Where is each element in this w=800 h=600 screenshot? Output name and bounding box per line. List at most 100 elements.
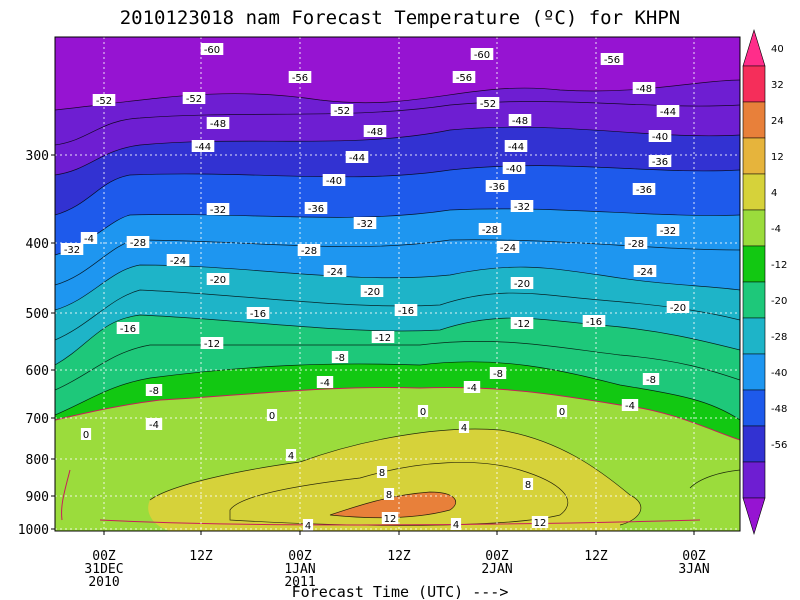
colorbar-tick-label: 4: [771, 188, 777, 199]
svg-text:-16: -16: [120, 324, 136, 335]
svg-text:4: 4: [305, 521, 311, 532]
svg-text:-12: -12: [375, 333, 391, 344]
svg-text:-16: -16: [250, 309, 266, 320]
contour-label: -48: [363, 125, 387, 138]
x-tick-label: 12Z: [189, 549, 213, 564]
contour-label: -32: [510, 200, 534, 213]
x-tick-label: 00Z: [92, 549, 116, 564]
svg-text:-8: -8: [335, 353, 345, 364]
svg-text:-28: -28: [628, 239, 644, 250]
contour-label: 0: [556, 405, 568, 418]
svg-text:12: 12: [534, 518, 547, 529]
x-axis-label: Forecast Time (UTC) --->: [292, 583, 509, 600]
contour-label: 4: [458, 421, 470, 434]
colorbar-swatch: [742, 209, 766, 247]
contour-label: -40: [502, 162, 526, 175]
svg-text:-32: -32: [660, 226, 676, 237]
svg-text:-12: -12: [514, 319, 530, 330]
y-tick-label: 600: [26, 364, 49, 379]
contour-label: -28: [478, 223, 502, 236]
colorbar-swatch: [742, 65, 766, 103]
chart-title: 2010123018 nam Forecast Temperature (ºC)…: [120, 7, 681, 29]
svg-text:-28: -28: [130, 238, 146, 249]
contour-label: -16: [582, 315, 606, 328]
svg-text:-40: -40: [326, 176, 342, 187]
svg-text:-44: -44: [195, 142, 211, 153]
y-axis: 300 400 500 600 700 800 900 1000: [18, 149, 55, 538]
contour-label: -4: [80, 232, 98, 245]
svg-text:-20: -20: [514, 279, 530, 290]
contour-label: -28: [297, 244, 321, 257]
y-tick-label: 700: [26, 412, 49, 427]
svg-text:-60: -60: [204, 45, 220, 56]
contour-label: -36: [485, 180, 509, 193]
colorbar-tick-label: -4: [771, 224, 781, 235]
plot-frame: [54, 36, 741, 532]
x-tick-label: 00Z: [288, 549, 312, 564]
svg-text:4: 4: [453, 520, 459, 531]
contour-label: 4: [302, 519, 314, 532]
contour-label: -44: [345, 151, 369, 164]
contour-label: -20: [206, 273, 230, 286]
svg-text:8: 8: [379, 468, 385, 479]
contour-label: -40: [322, 174, 346, 187]
contour-label: -60: [200, 43, 224, 56]
svg-text:-20: -20: [364, 287, 380, 298]
svg-text:-52: -52: [480, 99, 496, 110]
svg-text:0: 0: [269, 411, 275, 422]
svg-text:-16: -16: [398, 306, 414, 317]
svg-text:-56: -56: [456, 73, 472, 84]
contour-label: -4: [463, 381, 481, 394]
contour-label: -52: [182, 92, 206, 105]
contour-label: -16: [394, 304, 418, 317]
x-tick-label: 12Z: [387, 549, 411, 564]
svg-text:-28: -28: [482, 225, 498, 236]
contour-label: -52: [330, 104, 354, 117]
colorbar-tick-label: -28: [771, 332, 787, 343]
contour-label: -16: [246, 307, 270, 320]
svg-text:-44: -44: [349, 153, 365, 164]
svg-text:-44: -44: [508, 142, 524, 153]
colorbar-swatch: [742, 461, 766, 499]
contour-lines: [55, 79, 740, 526]
svg-text:-48: -48: [367, 127, 383, 138]
contour-label: -12: [510, 317, 534, 330]
contour-label: -12: [371, 331, 395, 344]
colorbar-swatch: [742, 28, 766, 67]
x-tick-label: 31DEC: [84, 562, 123, 577]
contour-label: -20: [360, 285, 384, 298]
contour-label: -60: [470, 48, 494, 61]
contour-label: -32: [353, 217, 377, 230]
x-tick-label: 2JAN: [481, 562, 512, 577]
svg-text:-8: -8: [493, 369, 503, 380]
svg-text:-36: -36: [308, 204, 324, 215]
svg-text:-32: -32: [514, 202, 530, 213]
contour-label: -8: [642, 373, 660, 386]
svg-text:-16: -16: [586, 317, 602, 328]
colorbar-swatch: [742, 353, 766, 391]
contour-labels: -60-56-60-56-56-52 -52-52-52-48-48-48-48-…: [60, 43, 690, 532]
svg-text:-52: -52: [334, 106, 350, 117]
colorbar-swatch: [742, 389, 766, 427]
svg-text:-24: -24: [637, 267, 653, 278]
contour-label: -36: [632, 183, 656, 196]
contour-label: -36: [648, 155, 672, 168]
svg-text:-12: -12: [204, 339, 220, 350]
contour-label: 0: [266, 409, 278, 422]
contour-label: -8: [489, 367, 507, 380]
contour-label: -24: [633, 265, 657, 278]
svg-text:-52: -52: [186, 94, 202, 105]
contour-label: -24: [323, 265, 347, 278]
contour-label: -44: [191, 140, 215, 153]
contour-label: 0: [80, 428, 92, 441]
contour-label: -52: [92, 94, 116, 107]
svg-text:-24: -24: [170, 256, 186, 267]
contour-label: -56: [600, 53, 624, 66]
contour-label: -4: [145, 418, 163, 431]
svg-text:-44: -44: [660, 107, 676, 118]
contour-label: -4: [621, 399, 639, 412]
colorbar-tick-label: -48: [771, 404, 787, 415]
colorbar-tick-label: 24: [771, 116, 784, 127]
contour-label: -36: [304, 202, 328, 215]
x-tick-label: 00Z: [682, 549, 706, 564]
